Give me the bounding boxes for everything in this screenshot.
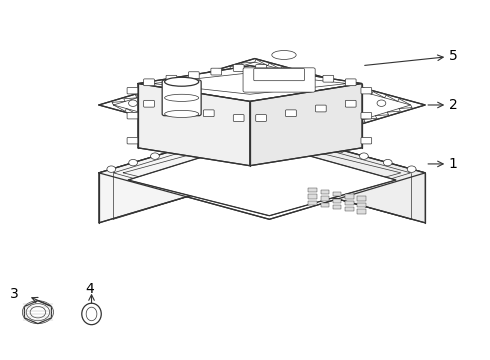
Circle shape xyxy=(172,147,181,153)
FancyBboxPatch shape xyxy=(243,68,315,92)
FancyBboxPatch shape xyxy=(254,68,304,81)
FancyBboxPatch shape xyxy=(162,80,201,116)
Ellipse shape xyxy=(86,307,97,321)
FancyBboxPatch shape xyxy=(127,138,138,144)
FancyBboxPatch shape xyxy=(308,194,317,199)
Text: 2: 2 xyxy=(449,98,457,112)
FancyBboxPatch shape xyxy=(345,207,354,211)
Circle shape xyxy=(312,140,320,147)
Text: 1: 1 xyxy=(449,157,458,171)
Circle shape xyxy=(336,147,344,153)
Circle shape xyxy=(107,166,116,172)
Circle shape xyxy=(168,86,176,92)
Polygon shape xyxy=(99,59,425,152)
Circle shape xyxy=(129,159,138,166)
FancyBboxPatch shape xyxy=(323,75,334,82)
FancyBboxPatch shape xyxy=(308,201,317,205)
FancyBboxPatch shape xyxy=(333,205,342,209)
Polygon shape xyxy=(255,126,425,223)
FancyBboxPatch shape xyxy=(256,64,267,71)
FancyBboxPatch shape xyxy=(144,79,154,86)
FancyBboxPatch shape xyxy=(211,68,221,75)
Polygon shape xyxy=(138,84,250,166)
FancyBboxPatch shape xyxy=(361,138,372,144)
FancyBboxPatch shape xyxy=(127,87,138,94)
Polygon shape xyxy=(99,126,425,219)
FancyBboxPatch shape xyxy=(345,194,354,199)
Circle shape xyxy=(128,100,137,107)
FancyBboxPatch shape xyxy=(286,110,296,117)
Circle shape xyxy=(377,100,386,107)
FancyBboxPatch shape xyxy=(320,190,329,194)
Circle shape xyxy=(150,153,159,159)
Circle shape xyxy=(194,140,203,147)
FancyBboxPatch shape xyxy=(320,203,329,207)
FancyBboxPatch shape xyxy=(357,203,366,207)
FancyBboxPatch shape xyxy=(345,100,356,107)
Circle shape xyxy=(238,127,246,133)
FancyBboxPatch shape xyxy=(233,114,244,121)
Ellipse shape xyxy=(82,303,101,325)
FancyBboxPatch shape xyxy=(256,114,267,121)
FancyBboxPatch shape xyxy=(308,188,317,192)
FancyBboxPatch shape xyxy=(144,100,154,107)
Text: 3: 3 xyxy=(10,287,19,301)
FancyBboxPatch shape xyxy=(361,87,372,94)
Text: 4: 4 xyxy=(85,282,94,296)
Polygon shape xyxy=(99,126,255,223)
Circle shape xyxy=(211,71,220,78)
FancyBboxPatch shape xyxy=(300,72,311,78)
Circle shape xyxy=(407,166,416,172)
Circle shape xyxy=(383,159,392,166)
Text: 5: 5 xyxy=(449,49,457,63)
FancyBboxPatch shape xyxy=(357,197,366,201)
FancyBboxPatch shape xyxy=(320,197,329,201)
FancyBboxPatch shape xyxy=(333,192,342,197)
FancyBboxPatch shape xyxy=(189,72,199,78)
FancyBboxPatch shape xyxy=(203,110,214,117)
Circle shape xyxy=(264,127,273,133)
Circle shape xyxy=(360,153,368,159)
FancyBboxPatch shape xyxy=(316,105,326,112)
Circle shape xyxy=(216,134,225,140)
FancyBboxPatch shape xyxy=(361,112,372,119)
FancyBboxPatch shape xyxy=(166,75,177,82)
FancyBboxPatch shape xyxy=(357,209,366,213)
FancyBboxPatch shape xyxy=(233,64,244,71)
FancyBboxPatch shape xyxy=(345,201,354,205)
Polygon shape xyxy=(24,301,51,324)
Polygon shape xyxy=(138,66,362,102)
Ellipse shape xyxy=(165,111,199,117)
Ellipse shape xyxy=(272,50,296,59)
Circle shape xyxy=(288,134,296,140)
FancyBboxPatch shape xyxy=(345,79,356,86)
Circle shape xyxy=(289,71,298,78)
FancyBboxPatch shape xyxy=(173,105,184,112)
Polygon shape xyxy=(128,141,396,216)
Ellipse shape xyxy=(165,94,199,102)
FancyBboxPatch shape xyxy=(278,68,289,75)
Ellipse shape xyxy=(165,77,199,86)
Polygon shape xyxy=(250,84,362,166)
Circle shape xyxy=(338,86,347,92)
FancyBboxPatch shape xyxy=(333,199,342,203)
FancyBboxPatch shape xyxy=(127,112,138,119)
